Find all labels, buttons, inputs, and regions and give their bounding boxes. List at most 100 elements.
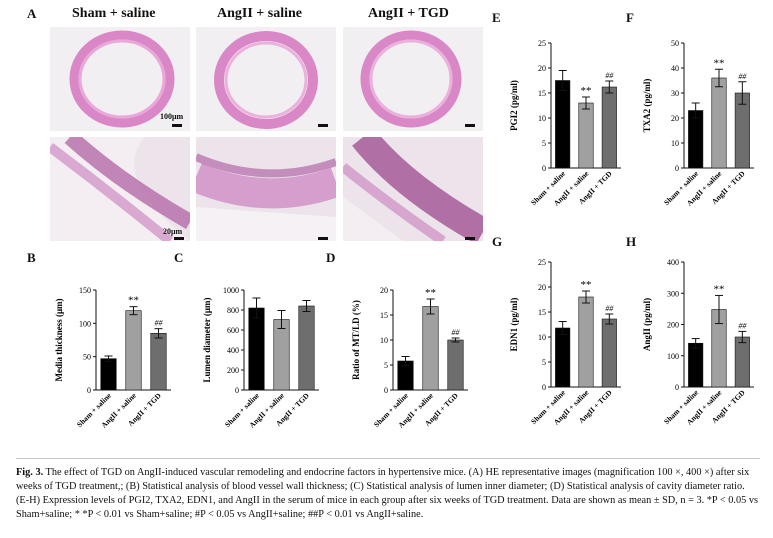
column-header-angii-tgd: AngII + TGD bbox=[368, 6, 449, 21]
y-tick-label: 5 bbox=[542, 358, 546, 367]
y-tick-label: 15 bbox=[380, 311, 388, 320]
bar bbox=[150, 333, 167, 391]
y-tick-label: 15 bbox=[538, 89, 546, 98]
panel-letter-g: G bbox=[492, 234, 503, 249]
y-tick-label: 10 bbox=[538, 333, 546, 342]
scale-bar bbox=[465, 237, 475, 240]
bar bbox=[601, 86, 617, 169]
bar bbox=[447, 339, 464, 391]
bar bbox=[125, 310, 142, 391]
y-tick-label: 40 bbox=[671, 64, 679, 73]
panel-letter-a: A bbox=[27, 6, 37, 21]
y-tick-label: 0 bbox=[542, 164, 546, 173]
y-tick-label: 600 bbox=[227, 326, 239, 335]
y-tick-label: 300 bbox=[667, 289, 679, 298]
y-tick-label: 200 bbox=[227, 366, 239, 375]
bar bbox=[298, 305, 315, 391]
y-tick-label: 0 bbox=[235, 386, 239, 395]
he-image-angii-tgd-100x bbox=[343, 27, 483, 131]
scale-label-20um: 20μm bbox=[163, 227, 183, 236]
y-axis-label: Media thickness (μm) bbox=[54, 298, 64, 381]
bar bbox=[555, 327, 571, 388]
significance-label: ** bbox=[128, 295, 139, 307]
panel-letter-b: B bbox=[27, 250, 36, 265]
panel-letter-e: E bbox=[492, 10, 501, 25]
y-tick-label: 25 bbox=[538, 258, 546, 267]
y-tick-label: 30 bbox=[671, 89, 679, 98]
significance-label: ** bbox=[714, 283, 725, 295]
bar bbox=[100, 358, 117, 391]
bar bbox=[688, 110, 704, 169]
he-image-angii-100x bbox=[196, 27, 336, 131]
y-tick-label: 100 bbox=[667, 352, 679, 361]
y-tick-label: 1000 bbox=[223, 286, 239, 295]
significance-label: ** bbox=[581, 85, 592, 97]
significance-label: ** bbox=[425, 287, 436, 299]
y-tick-label: 800 bbox=[227, 306, 239, 315]
scale-label-100um: 100μm bbox=[160, 112, 184, 121]
figure-caption: Fig. 3. The effect of TGD on AngII-induc… bbox=[16, 466, 760, 522]
y-tick-label: 25 bbox=[538, 39, 546, 48]
y-tick-label: 50 bbox=[671, 39, 679, 48]
y-tick-label: 20 bbox=[538, 64, 546, 73]
bar bbox=[601, 318, 617, 388]
y-axis-label: Lumen diameter (μm) bbox=[202, 298, 212, 383]
y-tick-label: 5 bbox=[542, 139, 546, 148]
scale-bar bbox=[318, 124, 328, 127]
y-tick-label: 5 bbox=[384, 361, 388, 370]
significance-label: ## bbox=[605, 304, 614, 313]
column-header-sham: Sham + saline bbox=[72, 6, 156, 21]
bar bbox=[578, 296, 594, 388]
column-header-angii: AngII + saline bbox=[217, 6, 302, 21]
he-image-angii-400x bbox=[196, 137, 336, 241]
significance-label: ## bbox=[452, 328, 461, 337]
y-axis-label: EDN1 (pg/ml) bbox=[509, 298, 519, 352]
y-tick-label: 0 bbox=[675, 383, 679, 392]
caption-label: Fig. 3. bbox=[16, 467, 44, 478]
y-tick-label: 100 bbox=[79, 319, 91, 328]
y-tick-label: 150 bbox=[79, 286, 91, 295]
panel-letter-c: C bbox=[174, 250, 184, 265]
y-axis-label: PGI2 (pg/ml) bbox=[509, 80, 519, 131]
significance-label: ## bbox=[738, 72, 747, 81]
bar bbox=[578, 102, 594, 169]
bar bbox=[711, 77, 727, 169]
y-tick-label: 0 bbox=[542, 383, 546, 392]
caption-divider bbox=[16, 458, 760, 459]
y-tick-label: 0 bbox=[384, 386, 388, 395]
bar bbox=[688, 342, 704, 388]
scale-bar bbox=[318, 237, 328, 240]
he-image-angii-tgd-400x bbox=[343, 137, 483, 241]
bar bbox=[248, 307, 265, 391]
y-tick-label: 15 bbox=[538, 308, 546, 317]
y-tick-label: 0 bbox=[87, 386, 91, 395]
significance-label: ** bbox=[714, 57, 725, 69]
he-image-sham-100x bbox=[50, 27, 190, 131]
bar bbox=[734, 336, 750, 388]
bar bbox=[273, 319, 290, 391]
panel-letter-f: F bbox=[626, 10, 634, 25]
y-tick-label: 10 bbox=[380, 336, 388, 345]
y-tick-label: 10 bbox=[538, 114, 546, 123]
y-tick-label: 400 bbox=[667, 258, 679, 267]
y-tick-label: 0 bbox=[675, 164, 679, 173]
caption-text: The effect of TGD on AngII-induced vascu… bbox=[16, 467, 758, 520]
bar bbox=[555, 80, 571, 169]
y-tick-label: 20 bbox=[538, 283, 546, 292]
y-axis-label: Ratio of MT/LD (%) bbox=[351, 300, 361, 380]
panel-letter-d: D bbox=[326, 250, 336, 265]
he-image-sham-400x bbox=[50, 137, 190, 241]
significance-label: ## bbox=[738, 321, 747, 330]
y-axis-label: AngII (pg/ml) bbox=[642, 298, 652, 351]
scale-bar bbox=[465, 124, 475, 127]
y-axis-label: TXA2 (pg/ml) bbox=[642, 79, 652, 133]
bar bbox=[422, 306, 439, 391]
y-tick-label: 400 bbox=[227, 346, 239, 355]
scale-bar bbox=[172, 124, 182, 127]
